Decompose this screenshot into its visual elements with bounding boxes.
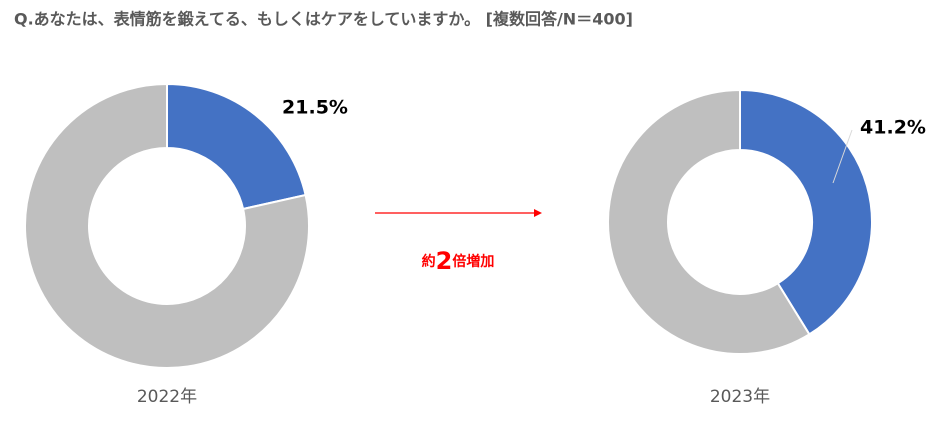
annotation-part: 約 xyxy=(422,253,436,270)
data-label: 21.5% xyxy=(282,97,348,119)
annotation-part: 2 xyxy=(436,247,453,275)
leader-line xyxy=(832,129,853,184)
donut-segment xyxy=(739,88,873,336)
chart-label: 2022年 xyxy=(137,387,197,407)
donut-segment xyxy=(166,82,307,211)
page-title: Q.あなたは、表情筋を鍛えてる、もしくはケアをしていますか。 [複数回答/N＝4… xyxy=(14,10,633,29)
annotation: 約2倍増加 xyxy=(422,247,495,275)
chart-label: 2023年 xyxy=(710,387,770,407)
donut-segment xyxy=(607,88,811,355)
donut-segment xyxy=(24,82,310,369)
arrow-head xyxy=(534,209,542,217)
data-label: 41.2% xyxy=(860,117,926,139)
annotation-part: 倍増加 xyxy=(452,253,494,270)
